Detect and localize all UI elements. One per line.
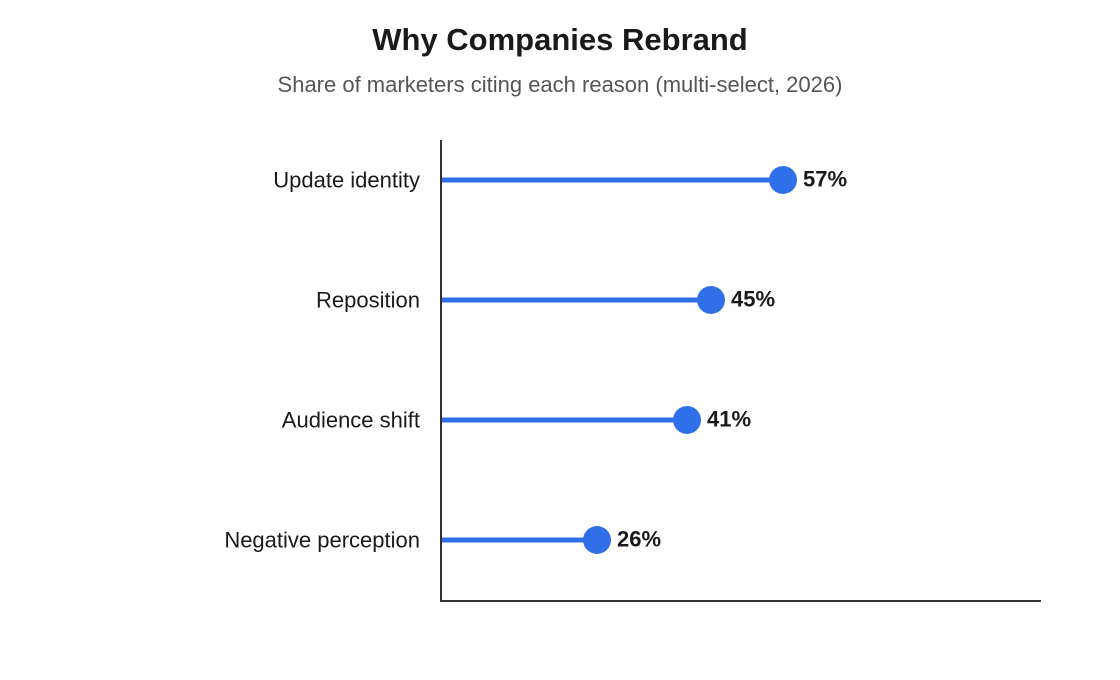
category-label: Negative perception: [224, 528, 420, 553]
chart-marks: Update identity 57% Reposition 45% Audience …: [224, 166, 847, 554]
lollipop-dot: [673, 406, 701, 434]
lollipop-dot: [697, 286, 725, 314]
value-label: 26%: [617, 527, 661, 552]
value-label: 41%: [707, 407, 751, 432]
category-label: Reposition: [316, 288, 420, 313]
value-label: 45%: [731, 287, 775, 312]
chart-title: Why Companies Rebrand: [372, 22, 748, 57]
category-label: Audience shift: [282, 408, 420, 433]
chart-subtitle: Share of marketers citing each reason (m…: [277, 72, 843, 97]
category-label: Update identity: [273, 168, 420, 193]
value-label: 57%: [803, 167, 847, 192]
lollipop-dot: [769, 166, 797, 194]
lollipop-dot: [583, 526, 611, 554]
